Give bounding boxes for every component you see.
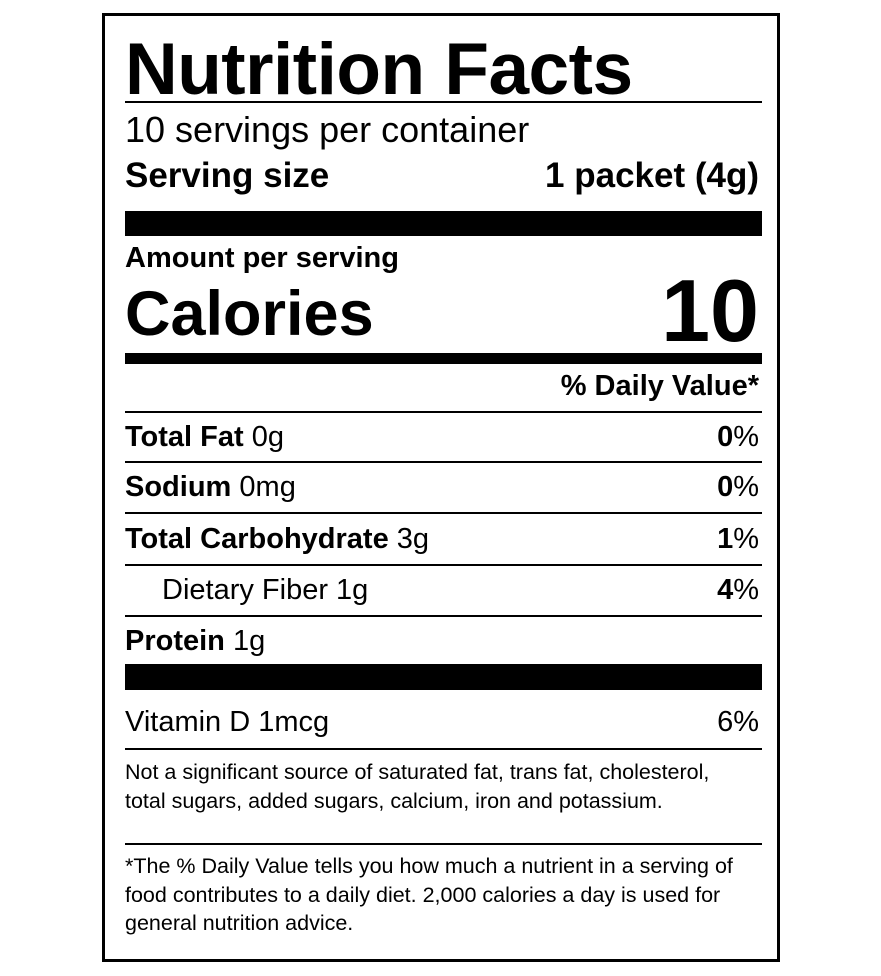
- divider: [125, 512, 762, 514]
- vitamin-d: Vitamin D 1mcg: [125, 706, 330, 738]
- dv-total-carbohydrate: 1%: [717, 523, 759, 555]
- daily-value-header: % Daily Value*: [560, 370, 759, 402]
- nutrient-protein: Protein 1g: [125, 625, 266, 657]
- dv-sodium: 0%: [717, 471, 759, 503]
- divider: [125, 411, 762, 413]
- serving-size-value: 1 packet (4g): [545, 156, 759, 195]
- divider: [125, 843, 762, 845]
- dv-total-fat: 0%: [717, 421, 759, 453]
- dv-dietary-fiber: 4%: [717, 574, 759, 606]
- medium-divider: [125, 353, 762, 364]
- divider: [125, 101, 762, 103]
- not-significant-note: Not a significant source of saturated fa…: [125, 760, 710, 813]
- amount-per-serving: Amount per serving: [125, 242, 399, 274]
- divider: [125, 748, 762, 750]
- thick-divider: [125, 664, 762, 690]
- thick-divider: [125, 211, 762, 236]
- serving-size-label: Serving size: [125, 156, 330, 195]
- label-title: Nutrition Facts: [125, 29, 633, 110]
- nutrient-sodium: Sodium 0mg: [125, 471, 296, 503]
- nutrient-total-fat: Total Fat 0g: [125, 421, 285, 453]
- divider: [125, 615, 762, 617]
- calories-value: 10: [661, 261, 759, 360]
- nutrient-dietary-fiber: Dietary Fiber 1g: [162, 574, 369, 606]
- divider: [125, 564, 762, 566]
- servings-per-container: 10 servings per container: [125, 109, 530, 150]
- nutrition-facts-label: Nutrition Facts 10 servings per containe…: [102, 13, 780, 962]
- nutrient-total-carbohydrate: Total Carbohydrate 3g: [125, 523, 430, 555]
- daily-value-footnote: *The % Daily Value tells you how much a …: [125, 854, 733, 935]
- calories-label: Calories: [125, 279, 374, 349]
- dv-vitamin-d: 6%: [717, 706, 759, 738]
- divider: [125, 461, 762, 463]
